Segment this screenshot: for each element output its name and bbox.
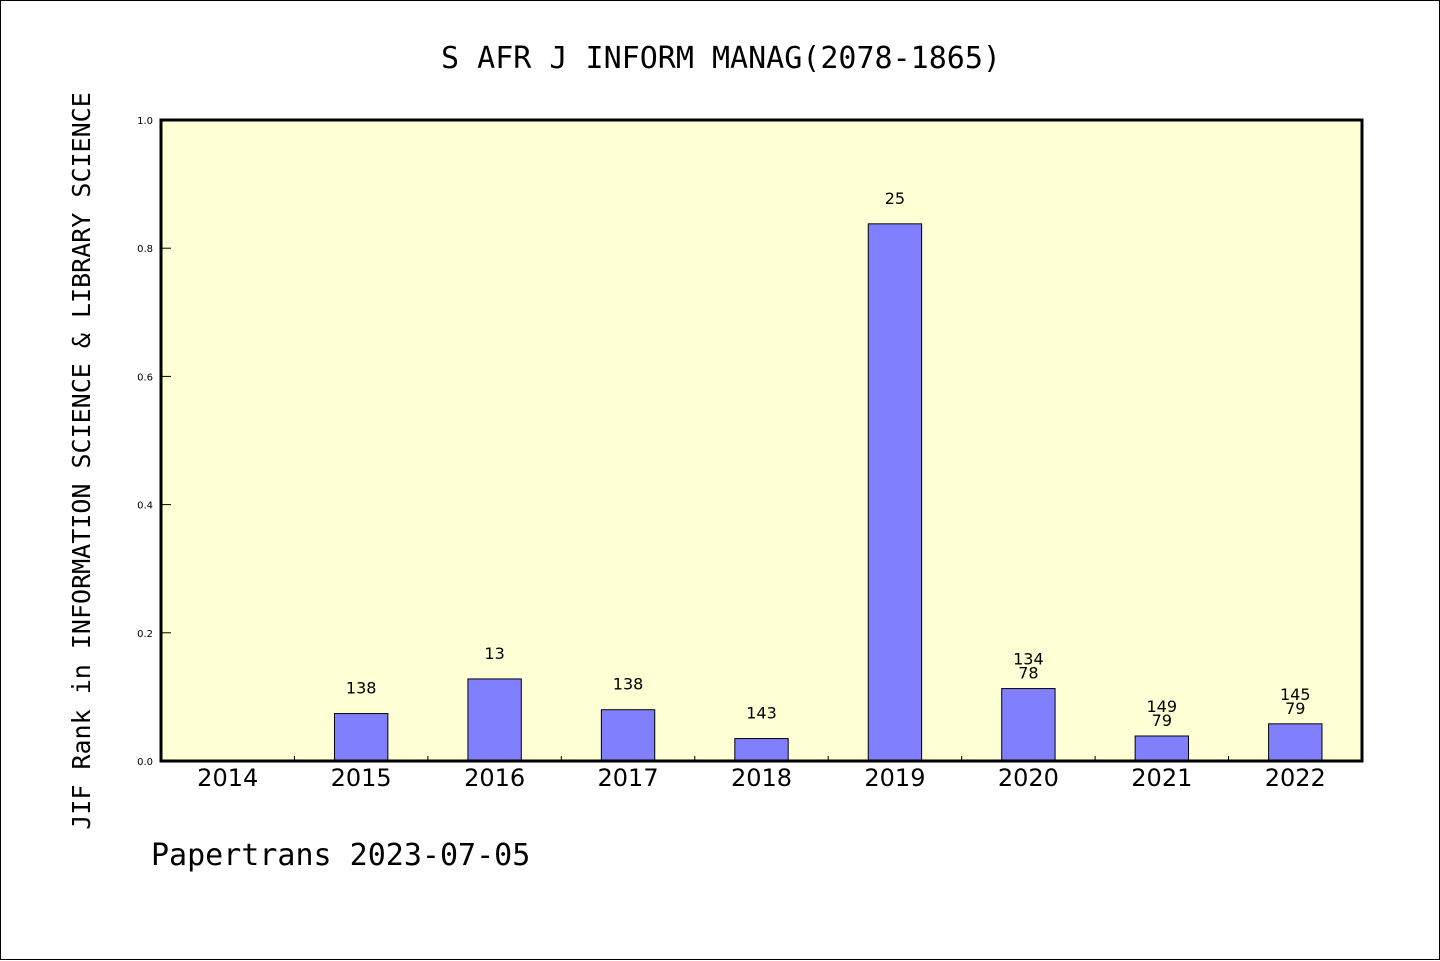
bar-label: 78 — [1018, 664, 1038, 683]
y-tick-label: 0.6 — [137, 372, 153, 383]
y-tick-label: 1.0 — [137, 116, 153, 127]
x-tick-label: 2021 — [1131, 764, 1192, 792]
x-tick-label: 2014 — [197, 764, 258, 792]
bar — [1268, 723, 1323, 762]
x-tick-label: 2016 — [464, 764, 525, 792]
x-tick-label: 2020 — [998, 764, 1059, 792]
x-tick-label: 2015 — [331, 764, 392, 792]
x-axis-ticks: 2014 2015 2016 2017 2018 2019 2020 2021 2022 — [197, 756, 1326, 792]
bar-label: 138 — [346, 679, 377, 698]
bar — [600, 709, 656, 762]
x-tick-label: 2019 — [864, 764, 925, 792]
plot-border — [159, 118, 1364, 763]
bar — [734, 738, 789, 762]
bar-label: 25 — [885, 189, 905, 208]
y-tick-label: 0.2 — [137, 629, 153, 640]
bar-label: 134 — [1013, 650, 1044, 669]
footer-text: Papertrans 2023-07-05 — [151, 838, 530, 873]
y-tick-label: 0.8 — [137, 244, 153, 255]
bar-label: 143 — [746, 704, 777, 723]
x-tick-label: 2018 — [731, 764, 792, 792]
bar-label: 79 — [1285, 699, 1305, 718]
y-axis-ticks: 0.0 0.2 0.4 0.6 0.8 1.0 — [137, 116, 171, 768]
bar-label: 79 — [1152, 711, 1172, 730]
bar-label: 138 — [613, 675, 644, 694]
y-tick-label: 0.4 — [137, 501, 153, 512]
bar-label: 145 — [1280, 685, 1311, 704]
y-axis-label: JIF Rank in INFORMATION SCIENCE & LIBRAR… — [67, 92, 96, 830]
bar-label: 149 — [1147, 697, 1178, 716]
bar — [1001, 688, 1056, 762]
bar — [333, 713, 389, 762]
x-tick-label: 2022 — [1265, 764, 1326, 792]
bar — [867, 223, 923, 762]
bar-label: 13 — [484, 644, 504, 663]
plot-area — [161, 120, 1362, 761]
chart-title: S AFR J INFORM MANAG(2078-1865) — [441, 41, 1001, 76]
y-tick-label: 0.0 — [137, 757, 153, 768]
x-tick-label: 2017 — [598, 764, 659, 792]
bar — [467, 678, 522, 762]
bar — [1134, 735, 1190, 762]
